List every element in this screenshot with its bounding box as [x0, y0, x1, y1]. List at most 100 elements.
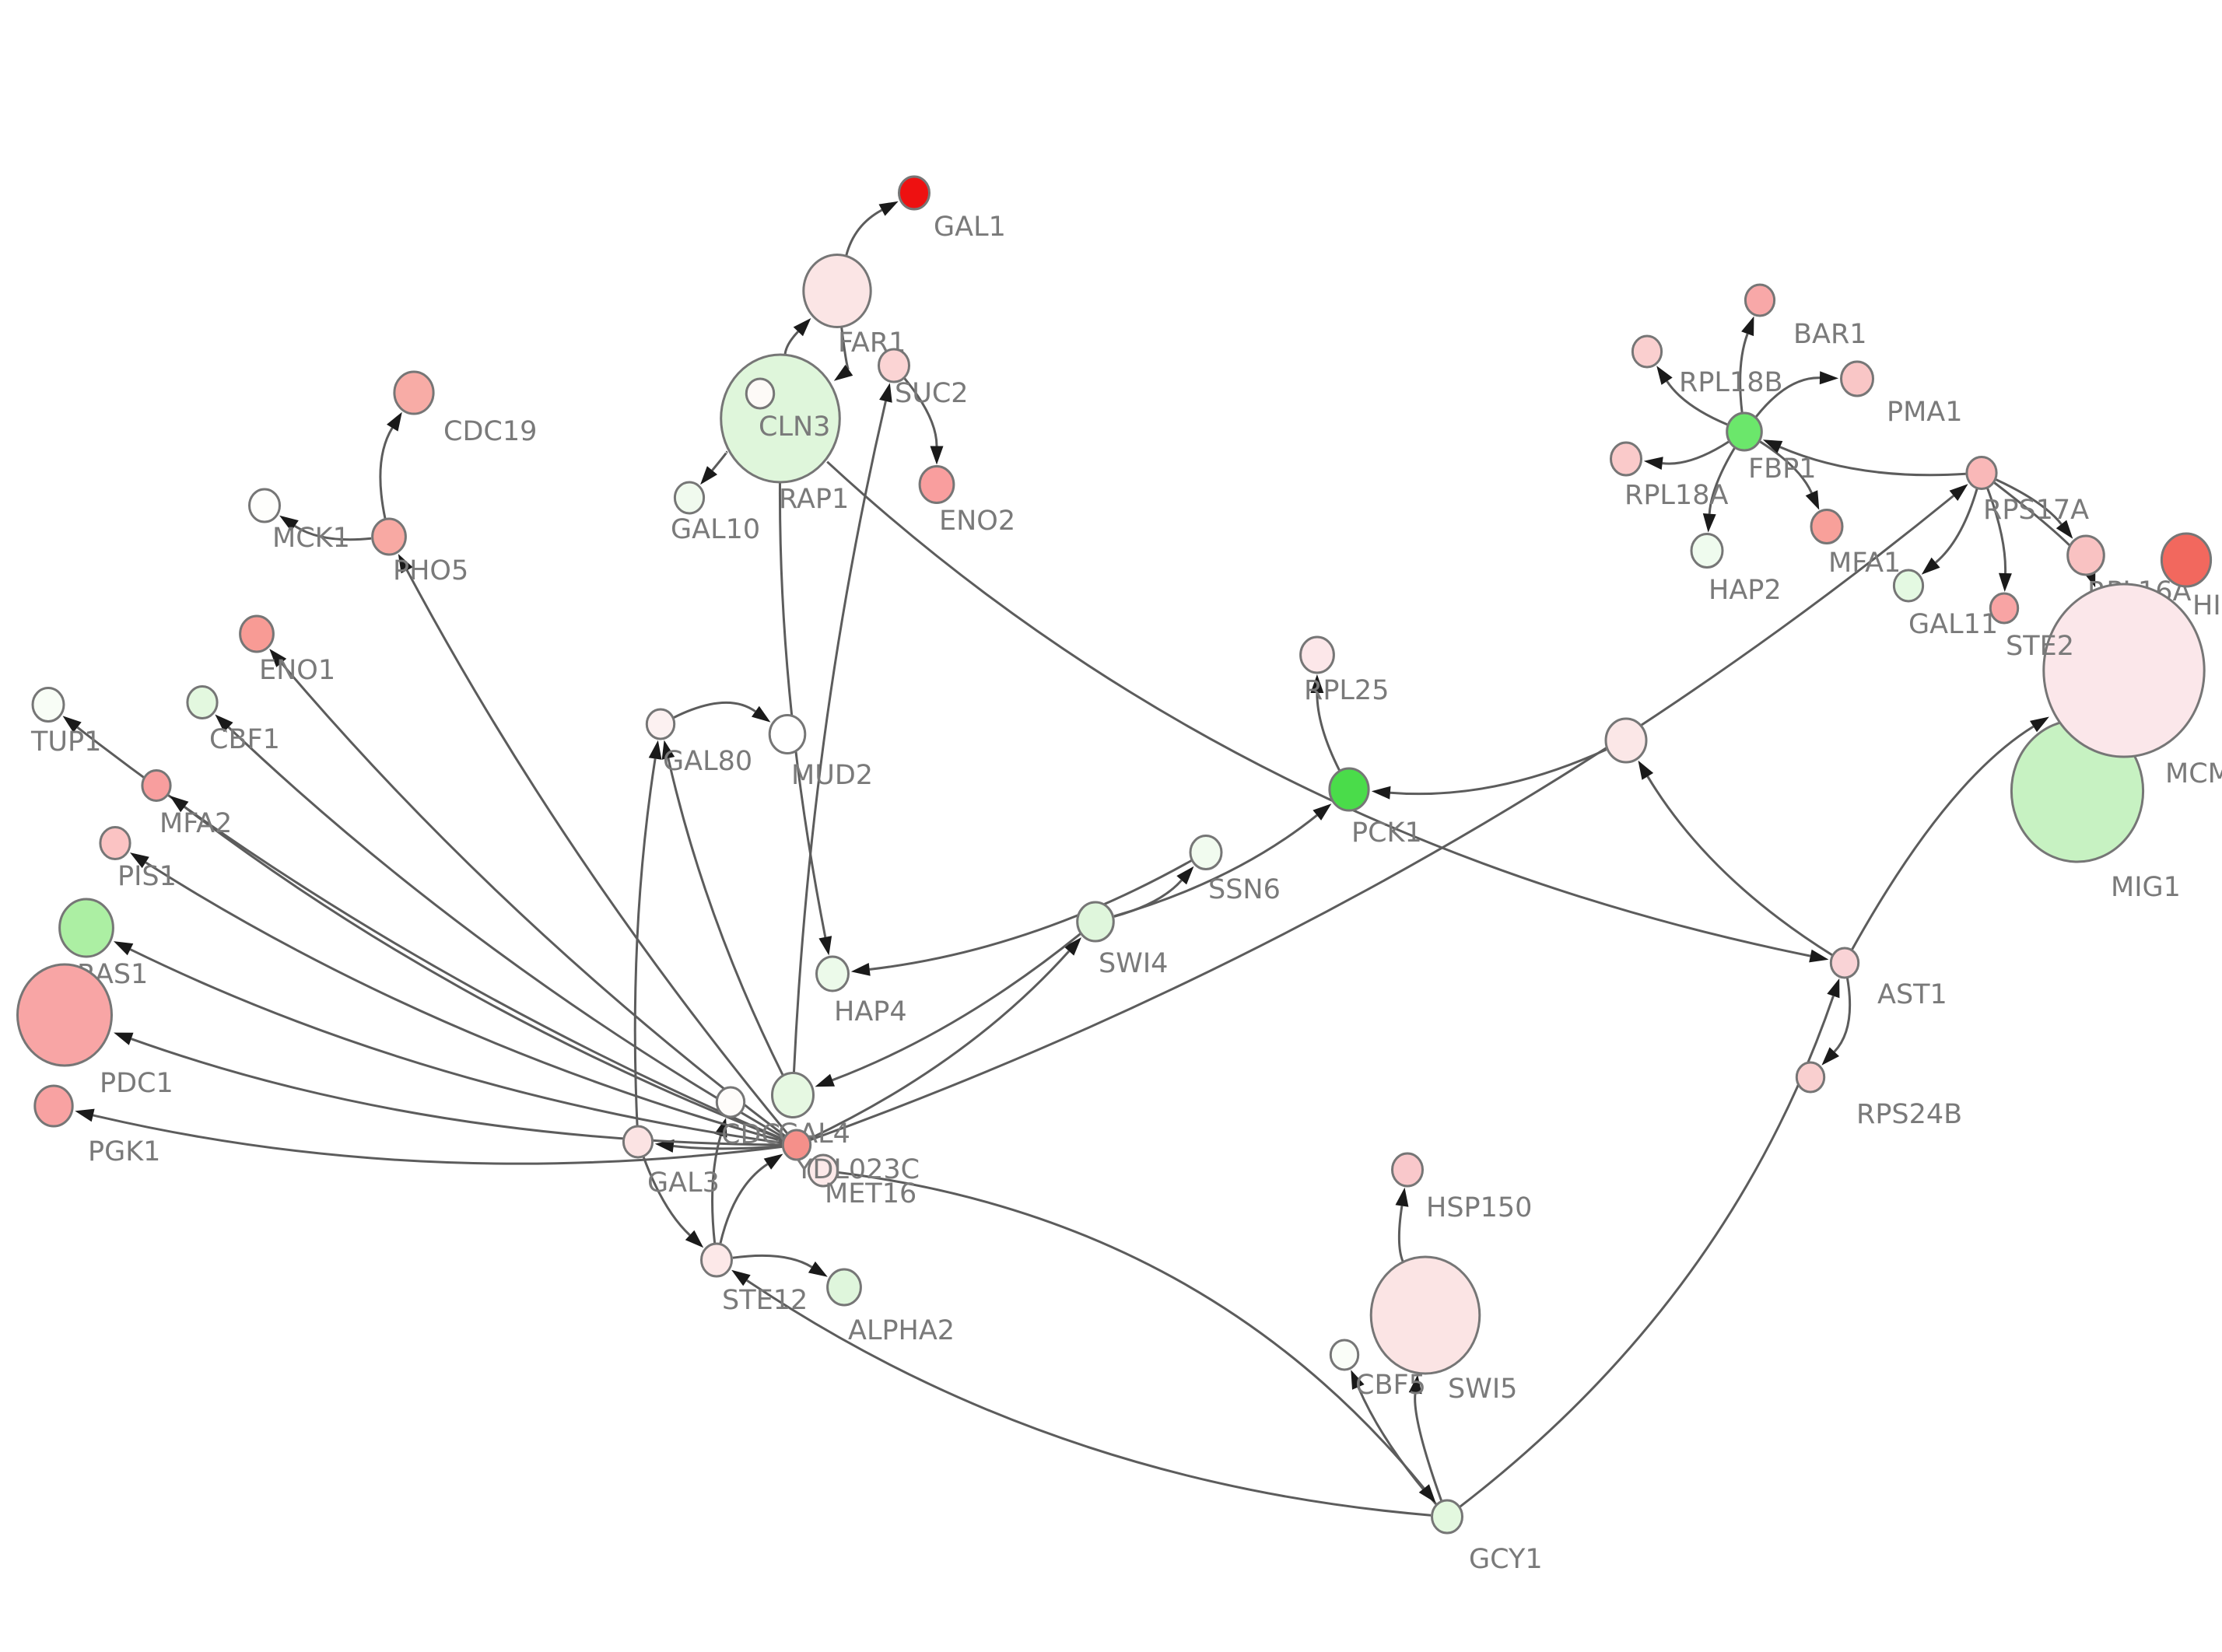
edge-RAP1-GAL10[interactable] [711, 450, 728, 471]
edge-STE12-ALPHA2[interactable] [732, 1254, 813, 1269]
edge-STE12-YDL023C[interactable] [719, 1163, 769, 1244]
edge-MET16-GCY1[interactable] [838, 1171, 1425, 1489]
node-RPS17A[interactable] [1965, 456, 1998, 490]
node-PIS1[interactable] [99, 826, 131, 860]
node-AST1[interactable] [1829, 947, 1860, 979]
node-ALPHA2[interactable] [826, 1268, 862, 1307]
edge-RAP1-HAP4[interactable] [778, 481, 827, 938]
edge-YDL023C-GAL3[interactable] [673, 1145, 783, 1150]
edge-PHO5-MCK1[interactable] [294, 524, 372, 541]
node-SWI5[interactable] [1369, 1255, 1481, 1375]
node-RPL18B[interactable] [1631, 334, 1663, 369]
node-CBF1[interactable] [186, 685, 219, 719]
edge-SWI4-SSN6[interactable] [1113, 879, 1183, 918]
node-ENO2[interactable] [918, 465, 955, 504]
node-CBF5[interactable] [1329, 1339, 1360, 1371]
node-BAR1[interactable] [1744, 283, 1776, 317]
edge-FBP1-RPL18B[interactable] [1666, 380, 1728, 426]
node-PCK1[interactable] [1328, 767, 1370, 812]
node-PMA1[interactable] [1840, 360, 1874, 397]
edge-YDL023C-TUP1[interactable] [76, 726, 784, 1140]
node-GAL1[interactable] [898, 175, 931, 211]
edge-AST1-MCM1[interactable] [1850, 725, 2034, 951]
node-GCY1[interactable] [1431, 1499, 1463, 1535]
node-ENO1[interactable] [239, 614, 275, 653]
edge-AST1-RPS24B[interactable] [1833, 977, 1852, 1053]
node-MFA1[interactable] [1810, 509, 1844, 544]
edge-YDL023C-PGK1[interactable] [93, 1114, 783, 1165]
edge-YDL023C-RPS17A[interactable] [810, 495, 1954, 1141]
node-CDC[interactable] [715, 1086, 746, 1118]
node-SWI4[interactable] [1076, 901, 1115, 943]
edge-YDL023C-PDC1[interactable] [131, 1038, 783, 1146]
node-GAL4[interactable] [771, 1072, 815, 1118]
edge-YDL023C-CBF1[interactable] [227, 726, 785, 1139]
edge-GCY1-AST1[interactable] [1459, 996, 1835, 1508]
node-MUD2[interactable] [768, 714, 807, 754]
node-RPS24B[interactable] [1795, 1061, 1826, 1094]
edge-YDL023C-MFA2[interactable] [184, 806, 783, 1141]
edge-UNNAMED1-PCK1[interactable] [1390, 748, 1607, 796]
edge-YDL023C-PIS1[interactable] [145, 861, 783, 1143]
node-FBP1[interactable] [1726, 411, 1763, 452]
edge-FBP1-MFA1[interactable] [1759, 440, 1813, 494]
node-HAP4[interactable] [815, 955, 850, 992]
node-MFA2[interactable] [141, 769, 172, 802]
edge-RAP1-FAR1[interactable] [783, 331, 799, 355]
edge-RPS17A-GAL11[interactable] [1935, 488, 1978, 564]
edge-YDL023C-RAS1[interactable] [129, 948, 783, 1144]
edge-YDL023C-PHO5[interactable] [405, 569, 789, 1135]
node-UNNAMED1[interactable] [1604, 717, 1648, 764]
edge-GAL80-MUD2[interactable] [673, 701, 756, 719]
edge-SWI4-PCK1[interactable] [1113, 814, 1318, 918]
edge-GCY1-SWI5[interactable] [1414, 1393, 1443, 1502]
node-STE12[interactable] [700, 1242, 733, 1278]
node-RPL25[interactable] [1299, 635, 1335, 674]
edge-FBP1-BAR1[interactable] [1739, 333, 1749, 414]
edge-RAP1-AST1[interactable] [826, 460, 1811, 957]
node-MET16[interactable] [807, 1153, 839, 1188]
edge-STE12-CDC[interactable] [711, 1135, 722, 1244]
edge-GAL3-STE12[interactable] [642, 1156, 691, 1237]
node-GAL3[interactable] [622, 1125, 654, 1159]
node-SUC2[interactable] [878, 348, 910, 383]
edge-GAL4-GAL80[interactable] [667, 758, 784, 1076]
edge-GCY1-STE12[interactable] [746, 1279, 1432, 1517]
node-GAL10[interactable] [673, 481, 706, 515]
node-RAS1[interactable] [58, 898, 114, 958]
edge-PHO5-CDC19[interactable] [379, 427, 394, 520]
node-YDL023C[interactable] [781, 1129, 812, 1161]
edge-RPS17A-FBP1[interactable] [1779, 446, 1966, 477]
edge-SSN6-HAP4[interactable] [869, 859, 1193, 971]
node-CLN3[interactable] [745, 377, 776, 410]
node-RPL18A[interactable] [1610, 441, 1642, 477]
edge-YDL023C-SWI4[interactable] [809, 950, 1071, 1140]
node-CDC19[interactable] [393, 370, 435, 415]
edge-FAR1-GAL1[interactable] [845, 208, 883, 257]
node-HSP150[interactable] [1391, 1152, 1424, 1188]
node-FAR1[interactable] [802, 254, 872, 328]
node-MCK1[interactable] [248, 488, 281, 523]
edge-FBP1-PMA1[interactable] [1754, 376, 1821, 418]
node-HAP2[interactable] [1690, 533, 1724, 569]
node-HIS4[interactable] [2160, 532, 2213, 588]
node-PHO5[interactable] [371, 517, 407, 556]
node-GAL11[interactable] [1892, 569, 1925, 603]
node-PDC1[interactable] [16, 963, 113, 1067]
edge-PCK1-RPL25[interactable] [1316, 692, 1341, 772]
node-MCM1[interactable] [2042, 583, 2206, 758]
edge-AST1-UNNAMED1[interactable] [1646, 775, 1833, 957]
edge-RPS17A-RPL16A[interactable] [1995, 478, 2063, 525]
edge-YDL023C-ENO1[interactable] [280, 662, 786, 1137]
edge-SUC2-ENO2[interactable] [903, 377, 938, 446]
node-GAL80[interactable] [645, 708, 676, 740]
node-TUP1[interactable] [31, 687, 65, 723]
edge-RPS17A-STE2[interactable] [1985, 487, 2007, 574]
node-STE2[interactable] [1989, 592, 2020, 625]
node-SSN6[interactable] [1189, 835, 1223, 870]
edge-GAL3-GAL80[interactable] [633, 758, 657, 1127]
edge-FBP1-RPL18A[interactable] [1662, 440, 1730, 465]
edge-SWI5-HSP150[interactable] [1397, 1206, 1404, 1262]
edge-SWI4-GAL4[interactable] [832, 933, 1081, 1082]
edge-FBP1-HAP2[interactable] [1708, 446, 1736, 514]
